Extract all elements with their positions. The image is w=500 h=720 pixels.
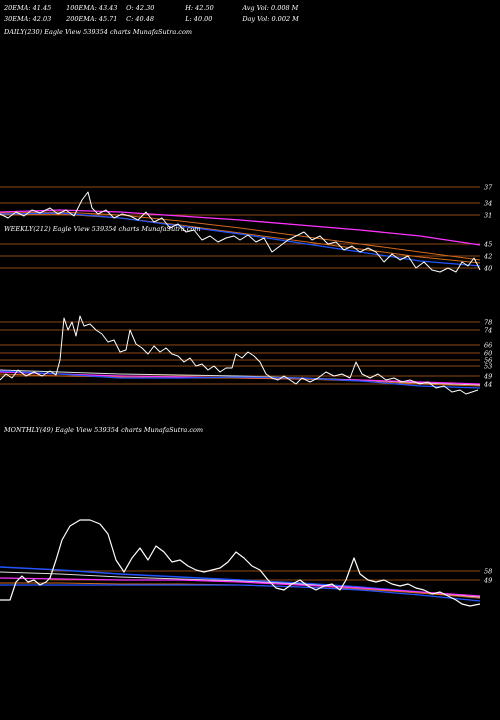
high-value: H: 42.50 [185,4,214,12]
open-value: O: 42.30 [126,4,155,12]
y-tick-label: 53 [484,363,492,371]
y-tick-label: 60 [484,350,492,358]
ema-line [0,370,481,389]
ema200-value: 200EMA: 45.71 [66,15,118,23]
y-tick-label: 34 [484,200,492,208]
y-tick-label: 66 [484,342,492,350]
y-tick-label: 31 [484,212,492,220]
y-tick-label: 74 [484,327,492,335]
y-tick-label: 44 [483,381,492,389]
y-tick-label: 40 [483,265,492,273]
price-line [0,315,479,395]
ema20-value: 20EMA: 41.45 [4,4,52,12]
header-row-1: 20EMA: 41.45 100EMA: 43.43 O: 42.30 H: 4… [4,4,298,12]
price-line [0,191,481,273]
y-tick-label: 56 [484,357,492,365]
price-line [0,519,481,607]
chart-title: MONTHLY(49) Eagle View 539354 charts Mun… [3,426,203,434]
ema-line [0,213,481,264]
day-vol-value: Day Vol: 0.002 M [242,15,299,23]
ema-line [0,369,481,386]
y-tick-label: 49 [483,577,492,585]
ema-line [0,577,481,597]
ema-line [0,373,481,387]
chart-panel-1: 37 34 31 45 42 40 DAILY(230) Eagle View 539354… [0,28,493,273]
y-tick-label: 78 [484,319,492,327]
y-tick-label: 45 [483,241,492,249]
ema30-value: 30EMA: 42.03 [4,15,52,23]
ema100-value: 100EMA: 43.43 [66,4,118,12]
chart-title: WEEKLY(212) Eagle View 539354 charts Mun… [4,225,201,233]
ema-line [0,209,481,246]
close-value: C: 40.48 [126,15,154,23]
ema-line [0,584,481,602]
y-tick-label: 42 [483,253,492,261]
chart-title: DAILY(230) Eagle View 539354 charts Muna… [3,28,192,36]
y-tick-label: 58 [484,568,492,576]
low-value: L: 40.00 [185,15,213,23]
ema-line [0,212,481,267]
y-tick-label: 49 [483,373,492,381]
avg-vol-value: Avg Vol: 0.008 M [242,4,299,12]
ema-line [0,211,481,261]
y-tick-label: 37 [484,184,493,192]
header-row-2: 30EMA: 42.03 200EMA: 45.71 C: 40.48 L: 4… [4,15,299,23]
